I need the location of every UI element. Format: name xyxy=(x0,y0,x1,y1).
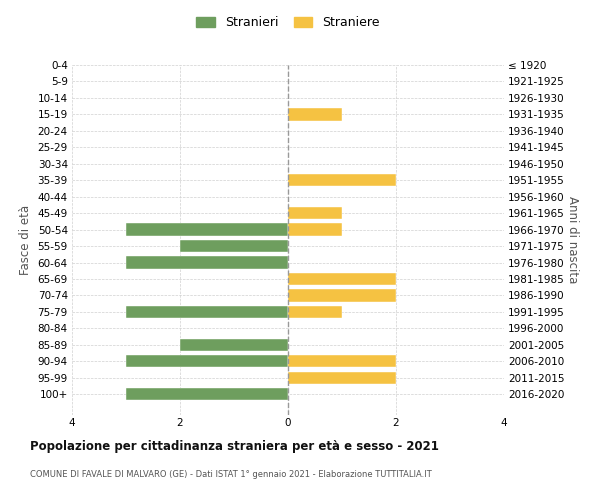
Bar xyxy=(288,207,342,220)
Bar xyxy=(126,224,288,236)
Bar xyxy=(126,256,288,268)
Legend: Stranieri, Straniere: Stranieri, Straniere xyxy=(191,11,385,34)
Bar xyxy=(288,273,396,285)
Bar xyxy=(288,174,396,186)
Text: Popolazione per cittadinanza straniera per età e sesso - 2021: Popolazione per cittadinanza straniera p… xyxy=(30,440,439,453)
Bar xyxy=(288,224,342,236)
Bar xyxy=(126,355,288,368)
Y-axis label: Fasce di età: Fasce di età xyxy=(19,205,32,275)
Y-axis label: Anni di nascita: Anni di nascita xyxy=(566,196,579,284)
Bar xyxy=(288,290,396,302)
Bar xyxy=(180,338,288,351)
Bar xyxy=(288,355,396,368)
Bar xyxy=(288,306,342,318)
Bar xyxy=(288,372,396,384)
Bar xyxy=(288,108,342,120)
Bar xyxy=(180,240,288,252)
Bar xyxy=(126,388,288,400)
Bar xyxy=(126,306,288,318)
Text: COMUNE DI FAVALE DI MALVARO (GE) - Dati ISTAT 1° gennaio 2021 - Elaborazione TUT: COMUNE DI FAVALE DI MALVARO (GE) - Dati … xyxy=(30,470,432,479)
